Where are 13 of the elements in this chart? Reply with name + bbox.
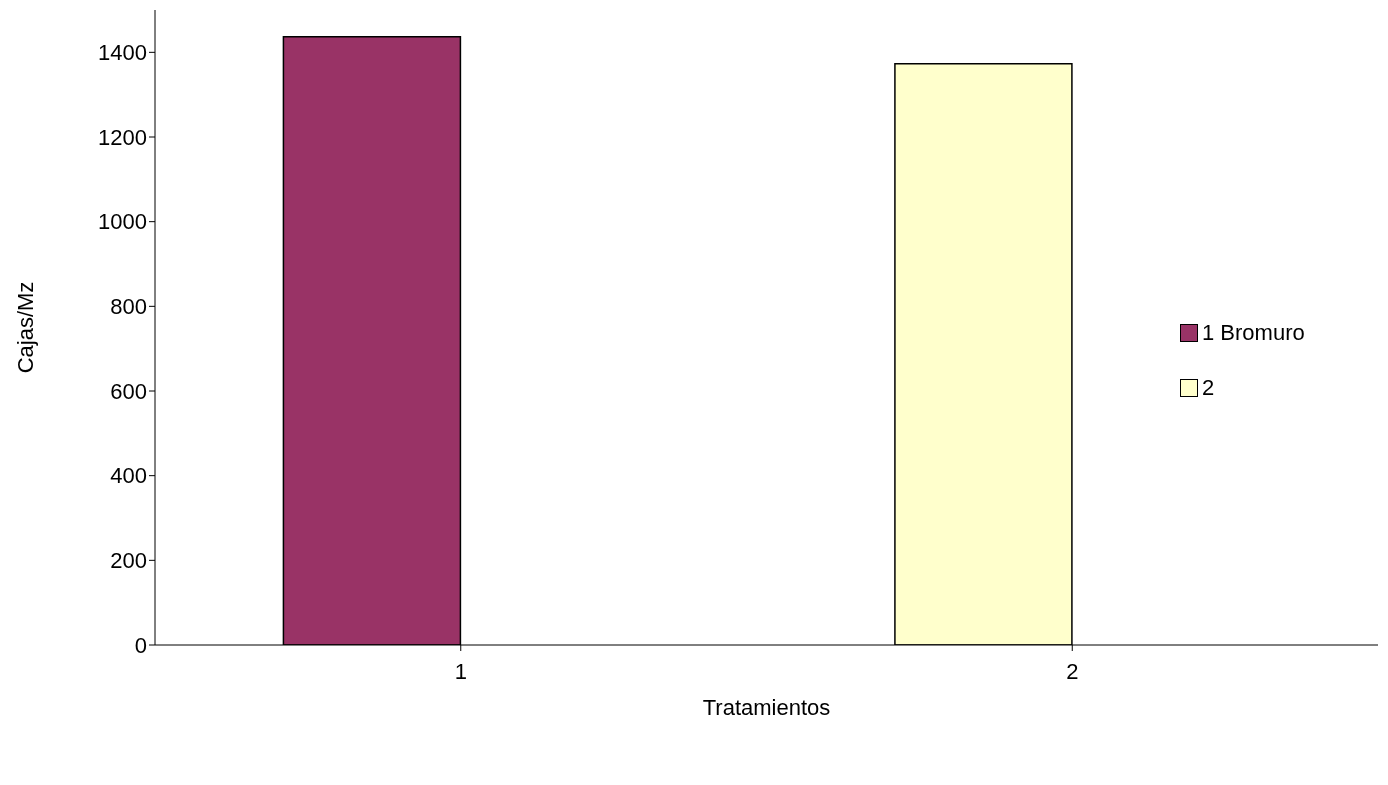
y-tick-label: 400 — [110, 463, 147, 489]
legend-label: 1 Bromuro — [1202, 320, 1305, 346]
y-tick-label: 600 — [110, 378, 147, 404]
y-tick-label: 0 — [134, 632, 147, 658]
x-tick-label: 1 — [454, 658, 467, 684]
legend-label: 2 — [1202, 375, 1215, 401]
y-tick-label: 200 — [110, 548, 147, 574]
y-axis-title: Cajas/Mz — [12, 281, 38, 374]
y-tick-label: 800 — [110, 294, 147, 320]
y-tick-label: 1000 — [98, 209, 147, 235]
y-tick-label: 1400 — [98, 40, 147, 66]
x-axis-title: Tratamientos — [702, 695, 831, 720]
y-tick-label: 1200 — [98, 124, 147, 150]
